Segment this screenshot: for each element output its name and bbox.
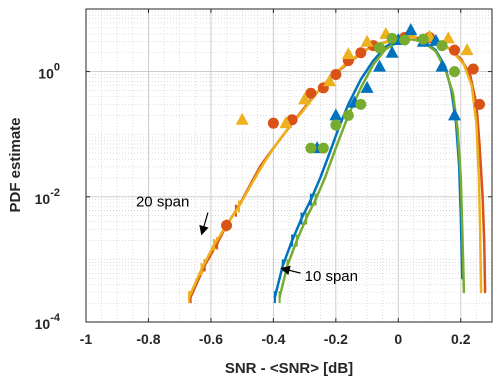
marker-green-circle xyxy=(355,98,367,110)
annotation-label: 20 span xyxy=(136,193,189,210)
marker-blue-triangle xyxy=(385,45,399,58)
x-tick-label: 0.2 xyxy=(451,331,471,347)
marker-green-circle xyxy=(305,142,317,154)
marker-red-circle xyxy=(474,98,486,110)
marker-red-circle xyxy=(449,44,461,56)
marker-green-circle xyxy=(374,42,386,54)
marker-blue-triangle xyxy=(360,80,374,93)
x-tick-label: -0.2 xyxy=(324,331,348,347)
marker-yellow-triangle xyxy=(341,47,355,60)
marker-red-circle xyxy=(305,87,317,99)
marker-blue-triangle xyxy=(404,23,418,36)
x-axis-title: SNR - <SNR> [dB] xyxy=(225,360,353,377)
x-tick-label: -0.8 xyxy=(136,331,160,347)
marker-red-circle xyxy=(286,114,298,126)
annotation-arrow xyxy=(199,212,209,236)
marker-red-circle xyxy=(330,68,342,80)
marker-yellow-triangle xyxy=(298,92,312,105)
marker-red-circle xyxy=(355,47,367,59)
x-tick-label: -0.4 xyxy=(261,331,285,347)
x-tick-label: -1 xyxy=(80,331,93,347)
x-tick-label: 0 xyxy=(394,331,402,347)
marker-yellow-triangle xyxy=(323,74,337,87)
marker-green-circle xyxy=(342,109,354,121)
markers-group xyxy=(221,23,486,231)
marker-yellow-triangle xyxy=(235,112,249,125)
annotation-label: 10 span xyxy=(305,268,358,285)
x-tick-label: -0.6 xyxy=(199,331,223,347)
x-axis-ticks: -1 -0.8 -0.6 -0.4 -0.2 0 0.2 xyxy=(80,9,471,347)
annotations: 20 span 10 span xyxy=(136,193,358,285)
marker-green-circle xyxy=(317,142,329,154)
marker-red-circle xyxy=(267,117,279,129)
y-tick-label: 10-2 xyxy=(35,187,60,207)
marker-green-circle xyxy=(417,33,429,45)
marker-green-circle xyxy=(386,32,398,44)
marker-yellow-triangle xyxy=(441,31,455,44)
marker-green-circle xyxy=(449,66,461,78)
marker-yellow-triangle xyxy=(360,34,374,47)
marker-blue-triangle xyxy=(448,108,462,121)
annotation-arrow xyxy=(280,265,301,276)
marker-green-circle xyxy=(330,119,342,131)
y-tick-label: 10-4 xyxy=(35,312,61,332)
marker-red-circle xyxy=(221,219,233,231)
marker-green-circle xyxy=(399,34,411,46)
marker-green-circle xyxy=(436,40,448,52)
marker-blue-triangle xyxy=(435,59,449,72)
marker-yellow-triangle xyxy=(279,116,293,129)
marker-blue-triangle xyxy=(329,108,343,121)
y-tick-label: 100 xyxy=(38,62,60,82)
y-axis-title: PDF estimate xyxy=(7,117,24,212)
marker-yellow-triangle xyxy=(460,43,474,56)
marker-red-circle xyxy=(467,63,479,75)
marker-blue-triangle xyxy=(373,59,387,72)
plot-frame xyxy=(85,8,493,323)
